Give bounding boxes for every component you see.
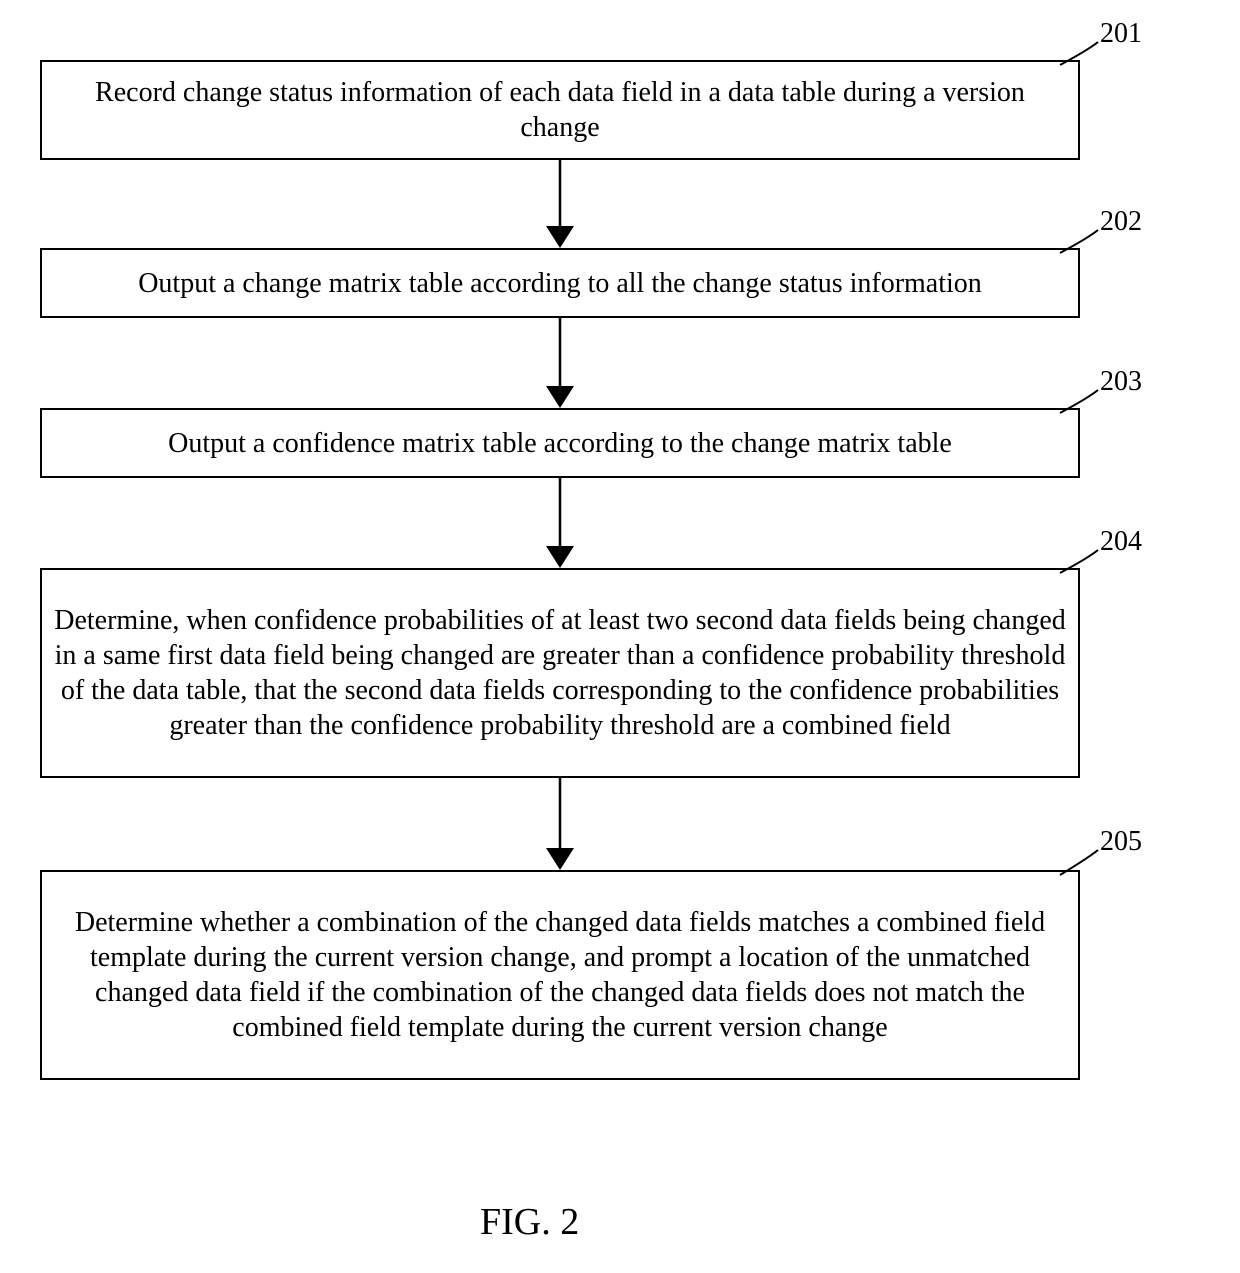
flow-node-202: Output a change matrix table according t…	[40, 248, 1080, 318]
flowchart-canvas: Record change status information of each…	[0, 0, 1240, 1273]
flow-node-205-label: 205	[1100, 826, 1142, 858]
flow-node-201-text: Record change status information of each…	[42, 73, 1078, 147]
flow-node-201-label: 201	[1100, 18, 1142, 50]
flow-node-203: Output a confidence matrix table accordi…	[40, 408, 1080, 478]
flow-node-203-text: Output a confidence matrix table accordi…	[158, 424, 962, 463]
flow-node-205-text: Determine whether a combination of the c…	[42, 903, 1078, 1047]
flow-node-205: Determine whether a combination of the c…	[40, 870, 1080, 1080]
flow-node-204-label: 204	[1100, 526, 1142, 558]
flow-node-203-label: 203	[1100, 366, 1142, 398]
flow-node-202-label: 202	[1100, 206, 1142, 238]
flow-node-204-text: Determine, when confidence probabilities…	[42, 601, 1078, 745]
flow-node-201: Record change status information of each…	[40, 60, 1080, 160]
figure-caption: FIG. 2	[480, 1200, 579, 1244]
flow-node-202-text: Output a change matrix table according t…	[128, 264, 992, 303]
flow-node-204: Determine, when confidence probabilities…	[40, 568, 1080, 778]
